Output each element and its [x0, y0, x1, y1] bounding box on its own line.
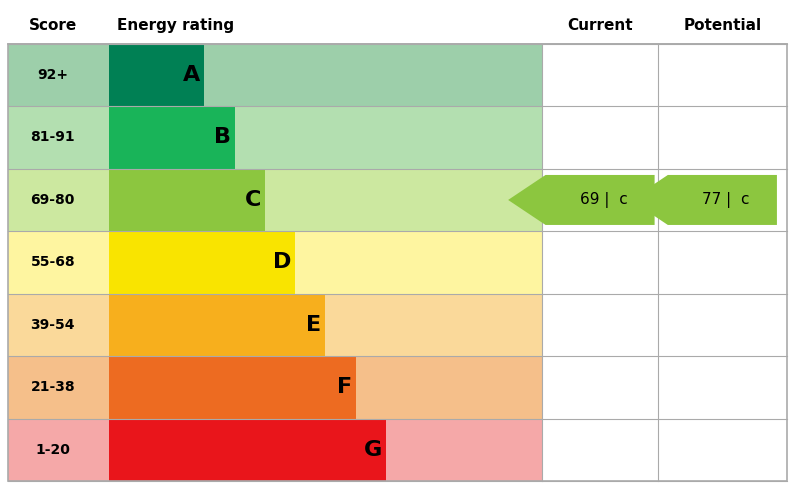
Text: 92+: 92+ [37, 68, 68, 82]
Text: B: B [214, 127, 231, 147]
Text: 81-91: 81-91 [30, 130, 75, 144]
Text: D: D [273, 252, 291, 273]
Bar [8, 169, 541, 231]
Bar [109, 106, 235, 169]
Bar [8, 356, 541, 418]
Bar [8, 106, 541, 169]
Text: F: F [336, 378, 352, 398]
Text: 55-68: 55-68 [30, 256, 75, 269]
Text: 1-20: 1-20 [35, 443, 70, 457]
Bar [109, 418, 386, 481]
Bar [8, 294, 541, 356]
Bar [109, 44, 204, 106]
Bar [8, 231, 541, 294]
Text: A: A [183, 65, 200, 85]
Text: 69 |  c: 69 | c [580, 192, 628, 208]
Text: G: G [364, 440, 382, 460]
Text: Energy rating: Energy rating [117, 18, 235, 33]
Bar [8, 44, 541, 106]
Bar [109, 356, 355, 418]
Text: 69-80: 69-80 [30, 193, 75, 207]
Bar [109, 231, 295, 294]
Text: C: C [245, 190, 261, 210]
Bar [8, 418, 541, 481]
Bar [109, 294, 325, 356]
Text: E: E [306, 315, 321, 335]
Text: Current: Current [568, 18, 633, 33]
Bar [109, 169, 265, 231]
Polygon shape [508, 175, 654, 225]
Text: Potential: Potential [684, 18, 762, 33]
Text: 77 |  c: 77 | c [702, 192, 750, 208]
Polygon shape [630, 175, 777, 225]
Text: 21-38: 21-38 [30, 381, 75, 395]
Text: Score: Score [29, 18, 77, 33]
Text: 39-54: 39-54 [30, 318, 75, 332]
